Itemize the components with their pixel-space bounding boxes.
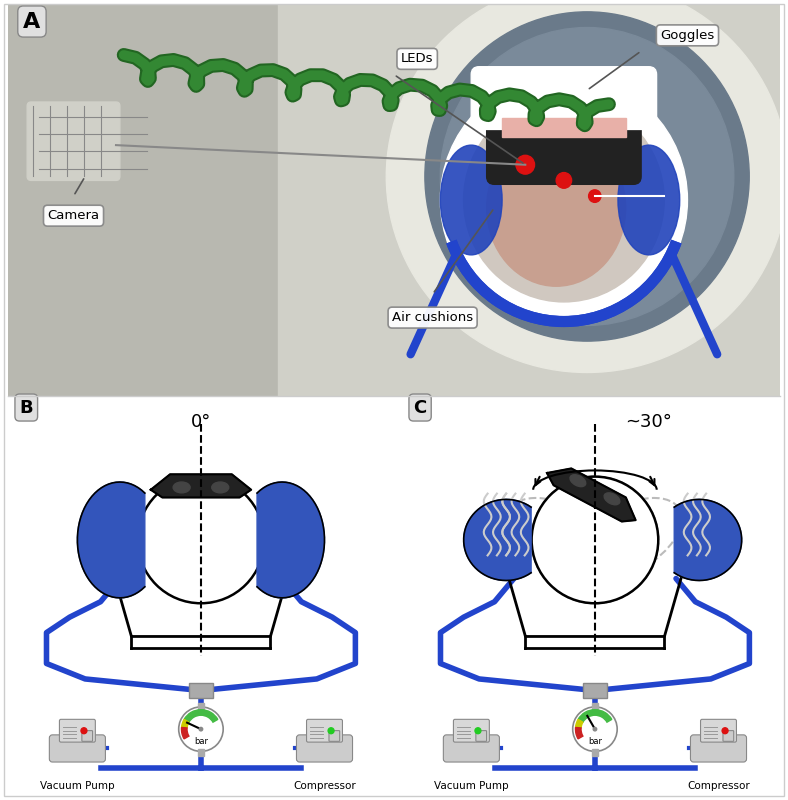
- Ellipse shape: [440, 27, 734, 326]
- Circle shape: [722, 728, 728, 734]
- Wedge shape: [578, 710, 611, 722]
- Circle shape: [199, 727, 203, 731]
- Circle shape: [589, 190, 601, 202]
- Ellipse shape: [212, 482, 229, 493]
- Circle shape: [179, 707, 223, 751]
- Bar: [592, 749, 598, 755]
- Bar: [189, 683, 213, 698]
- Wedge shape: [181, 719, 189, 728]
- FancyBboxPatch shape: [82, 730, 93, 742]
- Polygon shape: [463, 499, 531, 581]
- Circle shape: [516, 155, 534, 174]
- Text: bar: bar: [194, 737, 208, 746]
- Circle shape: [593, 727, 597, 731]
- Polygon shape: [151, 474, 251, 498]
- FancyArrowPatch shape: [673, 258, 717, 354]
- Text: Goggles: Goggles: [660, 29, 715, 42]
- FancyBboxPatch shape: [453, 719, 489, 742]
- Ellipse shape: [487, 130, 626, 286]
- Polygon shape: [547, 469, 636, 522]
- Bar: [502, 118, 626, 138]
- Wedge shape: [184, 710, 217, 722]
- FancyBboxPatch shape: [690, 735, 746, 762]
- FancyBboxPatch shape: [59, 719, 95, 742]
- FancyBboxPatch shape: [444, 735, 500, 762]
- Polygon shape: [77, 482, 145, 598]
- Ellipse shape: [463, 98, 664, 302]
- Ellipse shape: [440, 145, 502, 255]
- FancyBboxPatch shape: [487, 98, 641, 184]
- FancyBboxPatch shape: [471, 66, 656, 130]
- Bar: [592, 702, 598, 710]
- FancyBboxPatch shape: [27, 102, 120, 180]
- Text: ~30°: ~30°: [626, 413, 672, 430]
- FancyArrowPatch shape: [411, 258, 455, 354]
- Ellipse shape: [618, 145, 680, 255]
- Text: A: A: [24, 11, 40, 31]
- Ellipse shape: [440, 74, 687, 326]
- Text: Vacuum Pump: Vacuum Pump: [40, 781, 115, 791]
- Bar: [198, 702, 204, 710]
- FancyBboxPatch shape: [307, 719, 343, 742]
- Text: Compressor: Compressor: [293, 781, 356, 791]
- Circle shape: [556, 173, 571, 188]
- Ellipse shape: [425, 12, 749, 341]
- Text: 0°: 0°: [191, 413, 211, 430]
- Text: Air cushions: Air cushions: [392, 311, 473, 324]
- FancyBboxPatch shape: [296, 735, 352, 762]
- Bar: [583, 683, 607, 698]
- Wedge shape: [181, 727, 189, 739]
- Ellipse shape: [386, 0, 788, 373]
- FancyBboxPatch shape: [329, 730, 340, 742]
- FancyBboxPatch shape: [50, 735, 106, 762]
- Polygon shape: [675, 499, 742, 581]
- Circle shape: [532, 477, 658, 603]
- Wedge shape: [575, 719, 583, 728]
- Circle shape: [138, 477, 264, 603]
- Text: Camera: Camera: [47, 209, 99, 222]
- Bar: [198, 749, 204, 755]
- Text: Vacuum Pump: Vacuum Pump: [434, 781, 509, 791]
- Text: B: B: [20, 398, 33, 417]
- Polygon shape: [278, 4, 780, 396]
- Text: C: C: [414, 398, 427, 417]
- Wedge shape: [575, 727, 583, 739]
- Text: Compressor: Compressor: [687, 781, 750, 791]
- Text: LEDs: LEDs: [401, 52, 433, 66]
- Circle shape: [475, 728, 481, 734]
- Ellipse shape: [604, 493, 620, 505]
- Circle shape: [573, 707, 617, 751]
- Text: bar: bar: [588, 737, 602, 746]
- FancyBboxPatch shape: [476, 730, 487, 742]
- FancyBboxPatch shape: [723, 730, 734, 742]
- Ellipse shape: [173, 482, 190, 493]
- Polygon shape: [257, 482, 325, 598]
- Circle shape: [328, 728, 334, 734]
- Circle shape: [81, 728, 87, 734]
- Ellipse shape: [570, 474, 585, 486]
- FancyBboxPatch shape: [701, 719, 737, 742]
